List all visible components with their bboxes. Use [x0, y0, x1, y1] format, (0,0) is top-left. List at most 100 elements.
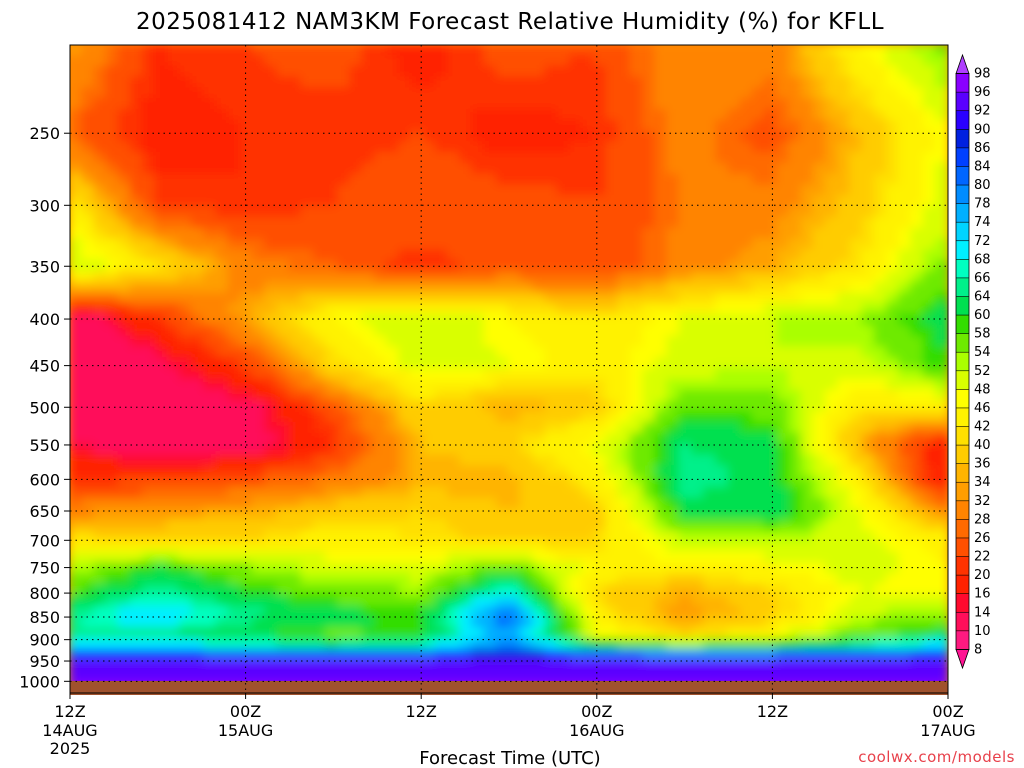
colorbar-label: 72 [974, 234, 991, 249]
colorbar-label: 74 [974, 215, 991, 230]
ground-band [70, 681, 948, 695]
y-tick-label: 350 [29, 257, 60, 276]
colorbar-swatch [956, 445, 969, 465]
colorbar-label: 14 [974, 605, 991, 620]
colorbar-swatch [956, 315, 969, 335]
y-tick-label: 550 [29, 436, 60, 455]
colorbar-label: 36 [974, 457, 991, 472]
colorbar-label: 28 [974, 512, 991, 527]
colorbar-swatch [956, 426, 969, 446]
x-tick-label: 00Z [230, 702, 261, 721]
x-tick-label: 00Z [581, 702, 612, 721]
colorbar-label: 22 [974, 550, 991, 565]
colorbar-swatch [956, 185, 969, 205]
x-tick-label: 15AUG [218, 721, 273, 740]
colorbar-label: 16 [974, 587, 991, 602]
colorbar-label: 68 [974, 252, 991, 267]
colorbar-swatch [956, 129, 969, 149]
colorbar-swatch [956, 463, 969, 483]
colorbar-label: 40 [974, 438, 991, 453]
y-axis-pressure: 250 300 350 400 450 500 550 600 650 700 750 800 850 9… [19, 124, 70, 691]
colorbar-label: 32 [974, 494, 991, 509]
colorbar-label: 46 [974, 401, 991, 416]
colorbar-label: 96 [974, 85, 991, 100]
colorbar-swatch [956, 333, 969, 353]
y-tick-label: 400 [29, 310, 60, 329]
y-tick-label: 300 [29, 196, 60, 215]
colorbar-top-arrow [955, 53, 970, 74]
colorbar-swatch [956, 110, 969, 130]
colorbar-label: 34 [974, 475, 991, 490]
colorbar-label: 48 [974, 382, 991, 397]
colorbar-label: 92 [974, 104, 991, 119]
colorbar-swatch [956, 203, 969, 223]
plot-frame [69, 44, 949, 694]
colorbar-swatch [956, 277, 969, 297]
rh-field [70, 45, 948, 693]
colorbar-label: 20 [974, 568, 991, 583]
colorbar-swatch [956, 575, 969, 595]
colorbar-swatch [956, 407, 969, 428]
x-tick-label: 12Z [54, 702, 85, 721]
x-tick-label: 17AUG [920, 721, 975, 740]
colorbar-swatch [956, 537, 969, 558]
colorbar-swatch [956, 630, 969, 650]
colorbar-swatch [956, 240, 969, 260]
x-axis-label: Forecast Time (UTC) [419, 748, 600, 768]
colorbar-label: 26 [974, 531, 991, 546]
colorbar-swatch [956, 166, 969, 186]
x-tick-label: 14AUG [42, 721, 97, 740]
plot-area [69, 44, 949, 695]
colorbar-label: 98 [974, 67, 991, 82]
colorbar-swatch [956, 222, 969, 242]
colorbar-swatch [956, 593, 969, 613]
x-tick-label: 12Z [406, 702, 437, 721]
x-tick-label: 16AUG [569, 721, 624, 740]
colorbar-label: 66 [974, 271, 991, 286]
colorbar-label: 10 [974, 624, 991, 639]
colorbar-swatch [956, 352, 969, 372]
y-tick-label: 250 [29, 124, 60, 143]
colorbar-swatch [956, 259, 969, 279]
y-tick-label: 650 [29, 502, 60, 521]
y-tick-label: 800 [29, 584, 60, 603]
colorbar-label: 54 [974, 345, 991, 360]
colorbar-label: 8 [974, 642, 982, 657]
colorbar-label: 86 [974, 141, 991, 156]
colorbar-swatch [956, 519, 969, 539]
colorbar-swatch [956, 389, 969, 409]
colorbar-swatch [956, 92, 969, 112]
credit-text: coolwx.com/models [858, 748, 1015, 766]
grid-lines [70, 45, 948, 693]
y-tick-label: 900 [29, 631, 60, 650]
y-tick-label: 850 [29, 608, 60, 627]
y-tick-label: 950 [29, 652, 60, 671]
y-tick-label: 700 [29, 531, 60, 550]
x-tick-label: 2025 [50, 739, 91, 758]
colorbar-swatch [956, 296, 969, 316]
colorbar-label: 84 [974, 159, 991, 174]
colorbar-label: 60 [974, 308, 991, 323]
y-tick-label: 450 [29, 357, 60, 376]
colorbar-bottom-arrow [955, 649, 970, 670]
colorbar-swatch [956, 147, 969, 167]
colorbar-swatch [956, 370, 969, 390]
x-tick-label: 12Z [757, 702, 788, 721]
y-tick-label: 1000 [19, 672, 60, 691]
colorbar-swatch [956, 556, 969, 576]
colorbar-swatch [956, 612, 969, 632]
colorbar-label: 42 [974, 420, 991, 435]
y-tick-label: 750 [29, 559, 60, 578]
colorbar-label: 80 [974, 178, 991, 193]
colorbar-label: 78 [974, 197, 991, 212]
colorbar-swatch [956, 73, 969, 93]
colorbar-label: 64 [974, 289, 991, 304]
y-tick-label: 600 [29, 470, 60, 489]
y-tick-label: 500 [29, 398, 60, 417]
x-tick-label: 00Z [932, 702, 963, 721]
colorbar-legend: 98 96 92 90 86 84 80 78 74 72 68 66 64 60 58 54 52 48 46 42… [955, 53, 991, 670]
chart-title: 2025081412 NAM3KM Forecast Relative Humi… [136, 9, 884, 35]
colorbar-label: 52 [974, 364, 991, 379]
